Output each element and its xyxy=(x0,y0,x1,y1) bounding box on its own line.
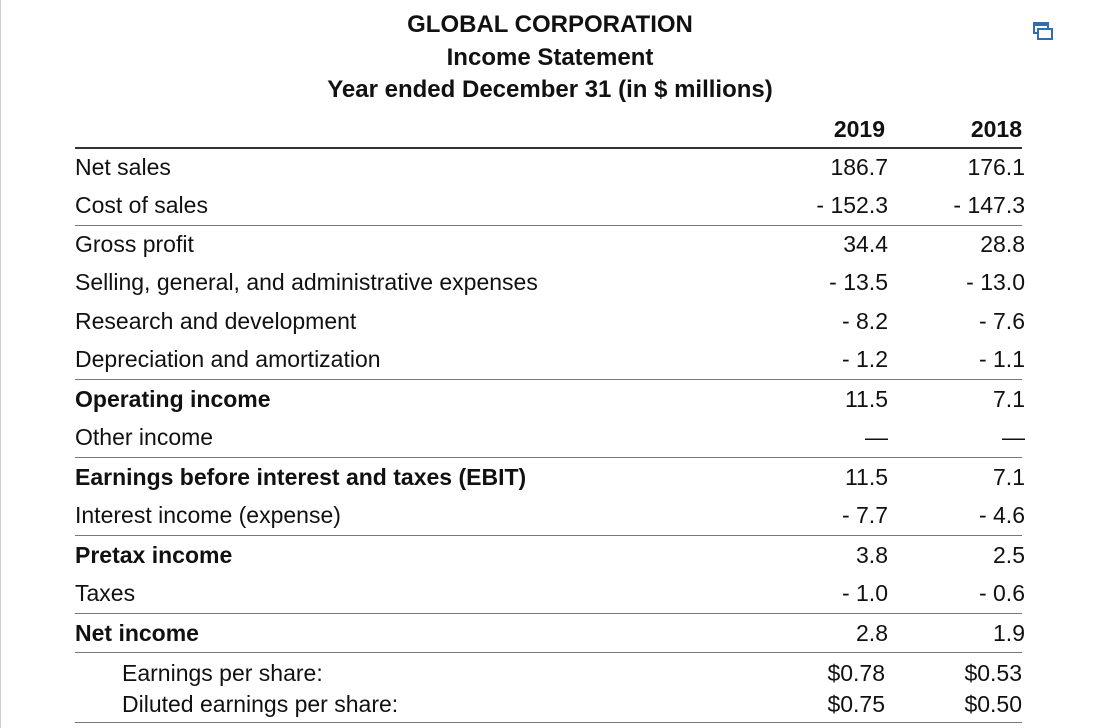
gross-profit-rule xyxy=(75,225,1022,226)
row-depreciation: Depreciation and amortization - 1.2 - 1.… xyxy=(75,340,1025,378)
value-2019: 11.5 xyxy=(844,386,888,412)
row-label: Taxes xyxy=(75,580,136,606)
statement-title: Income Statement xyxy=(446,44,654,71)
value-2019: 11.5 xyxy=(844,464,888,490)
net-income-rule xyxy=(75,613,1022,614)
panel-border xyxy=(0,0,1,728)
eps-label: Earnings per share: xyxy=(122,660,323,686)
row-gross-profit: Gross profit 34.4 28.8 xyxy=(75,225,1025,263)
value-2018: - 7.6 xyxy=(978,308,1025,334)
value-2018: 1.9 xyxy=(993,620,1025,646)
row-net-income: Net income 2.8 1.9 xyxy=(75,614,1025,652)
row-label: Gross profit xyxy=(75,231,194,257)
company-name: GLOBAL CORPORATION xyxy=(407,11,693,38)
value-2019: - 1.2 xyxy=(841,346,888,372)
row-label: Depreciation and amortization xyxy=(75,346,381,372)
value-2019: - 13.5 xyxy=(829,269,888,295)
value-2018: 2.5 xyxy=(993,542,1025,568)
row-cost-of-sales: Cost of sales - 152.3 - 147.3 xyxy=(75,186,1025,224)
column-header-2018: 2018 xyxy=(970,116,1022,142)
value-2018: - 13.0 xyxy=(966,269,1025,295)
pretax-rule xyxy=(75,535,1022,536)
eps-value-2019: $0.78 xyxy=(827,660,885,686)
value-2018: 28.8 xyxy=(980,231,1025,257)
row-ebit: Earnings before interest and taxes (EBIT… xyxy=(75,458,1025,496)
row-sga: Selling, general, and administrative exp… xyxy=(75,263,1025,301)
row-label: Pretax income xyxy=(75,542,233,568)
row-label: Research and development xyxy=(75,308,357,334)
row-label: Selling, general, and administrative exp… xyxy=(75,269,538,295)
value-2019: - 8.2 xyxy=(841,308,888,334)
diluted-eps-value-2018: $0.50 xyxy=(964,691,1022,717)
copy-icon xyxy=(1033,22,1053,40)
value-2018: - 147.3 xyxy=(953,192,1025,218)
row-other-income: Other income — — xyxy=(75,418,1025,456)
value-2018: 176.1 xyxy=(967,154,1025,180)
value-2019: - 152.3 xyxy=(816,192,888,218)
row-label: Cost of sales xyxy=(75,192,208,218)
copy-button[interactable] xyxy=(1032,20,1054,42)
row-operating-income: Operating income 11.5 7.1 xyxy=(75,380,1025,418)
row-taxes: Taxes - 1.0 - 0.6 xyxy=(75,574,1025,612)
row-label: Net sales xyxy=(75,154,171,180)
diluted-eps-label: Diluted earnings per share: xyxy=(122,691,399,717)
value-2018: - 4.6 xyxy=(978,502,1025,528)
value-2019: 3.8 xyxy=(856,542,888,568)
row-pretax-income: Pretax income 3.8 2.5 xyxy=(75,536,1025,574)
row-research: Research and development - 8.2 - 7.6 xyxy=(75,302,1025,340)
diluted-eps-value-2019: $0.75 xyxy=(827,691,885,717)
operating-income-rule xyxy=(75,379,1022,380)
eps-rule xyxy=(75,652,1022,653)
bottom-rule xyxy=(75,722,1022,723)
value-2019: - 1.0 xyxy=(841,580,888,606)
ebit-rule xyxy=(75,457,1022,458)
value-2018: 7.1 xyxy=(993,386,1025,412)
header-rule xyxy=(75,147,1022,149)
row-net-sales: Net sales 186.7 176.1 xyxy=(75,148,1025,186)
value-2018: - 0.6 xyxy=(978,580,1025,606)
row-label: Earnings before interest and taxes (EBIT… xyxy=(75,464,527,490)
value-2018: - 1.1 xyxy=(978,346,1025,372)
row-label: Other income xyxy=(75,424,214,450)
value-2019: 34.4 xyxy=(843,231,888,257)
column-header-2019: 2019 xyxy=(833,116,885,142)
eps-value-2018: $0.53 xyxy=(964,660,1022,686)
value-2018: 7.1 xyxy=(993,464,1025,490)
statement-period: Year ended December 31 (in $ millions) xyxy=(327,76,773,103)
value-2019: 2.8 xyxy=(856,620,888,646)
value-2019: - 7.7 xyxy=(841,502,888,528)
row-label: Interest income (expense) xyxy=(75,502,341,528)
value-2018: — xyxy=(1002,424,1025,450)
value-2019: 186.7 xyxy=(830,154,888,180)
value-2019: — xyxy=(865,424,888,450)
row-label: Net income xyxy=(75,620,199,646)
row-label: Operating income xyxy=(75,386,271,412)
row-interest: Interest income (expense) - 7.7 - 4.6 xyxy=(75,496,1025,534)
